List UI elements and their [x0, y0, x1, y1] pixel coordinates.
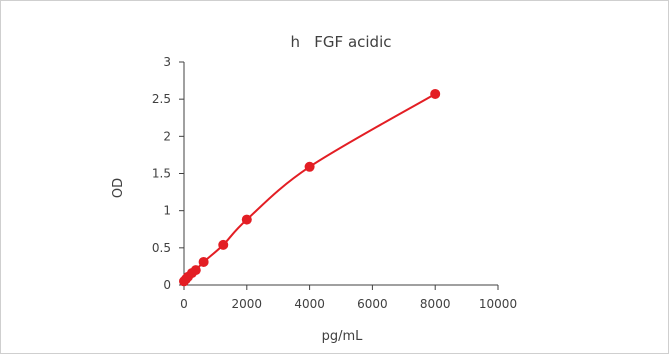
data-point — [304, 161, 315, 172]
data-points — [179, 88, 441, 287]
tick-labels: 0 0.5 1 1.5 2 2.5 3 0 2000 4000 6000 8000 10000 — [152, 55, 517, 311]
y-tick-label: 1.5 — [152, 167, 171, 181]
y-tick-label: 2 — [163, 129, 171, 143]
data-point — [218, 239, 229, 250]
y-tick-label: 0 — [163, 278, 171, 292]
x-tick-label: 0 — [180, 297, 188, 311]
data-point — [430, 88, 441, 99]
data-point — [198, 256, 209, 267]
x-tick-label: 10000 — [479, 297, 517, 311]
y-tick-label: 2.5 — [152, 92, 171, 106]
y-tick-label: 3 — [163, 55, 171, 69]
chart-title: h FGF acidic — [290, 33, 391, 51]
x-tick-label: 4000 — [294, 297, 325, 311]
y-tick-label: 0.5 — [152, 241, 171, 255]
y-tick-label: 1 — [163, 204, 171, 218]
fit-curve — [183, 93, 436, 282]
x-tick-label: 2000 — [232, 297, 263, 311]
y-axis-label: OD — [111, 178, 126, 198]
x-tick-label: 8000 — [420, 297, 451, 311]
data-point — [190, 265, 201, 276]
data-point — [241, 214, 252, 225]
x-tick-label: 6000 — [357, 297, 388, 311]
x-axis-label: pg/mL — [322, 329, 364, 344]
axes — [179, 61, 499, 290]
